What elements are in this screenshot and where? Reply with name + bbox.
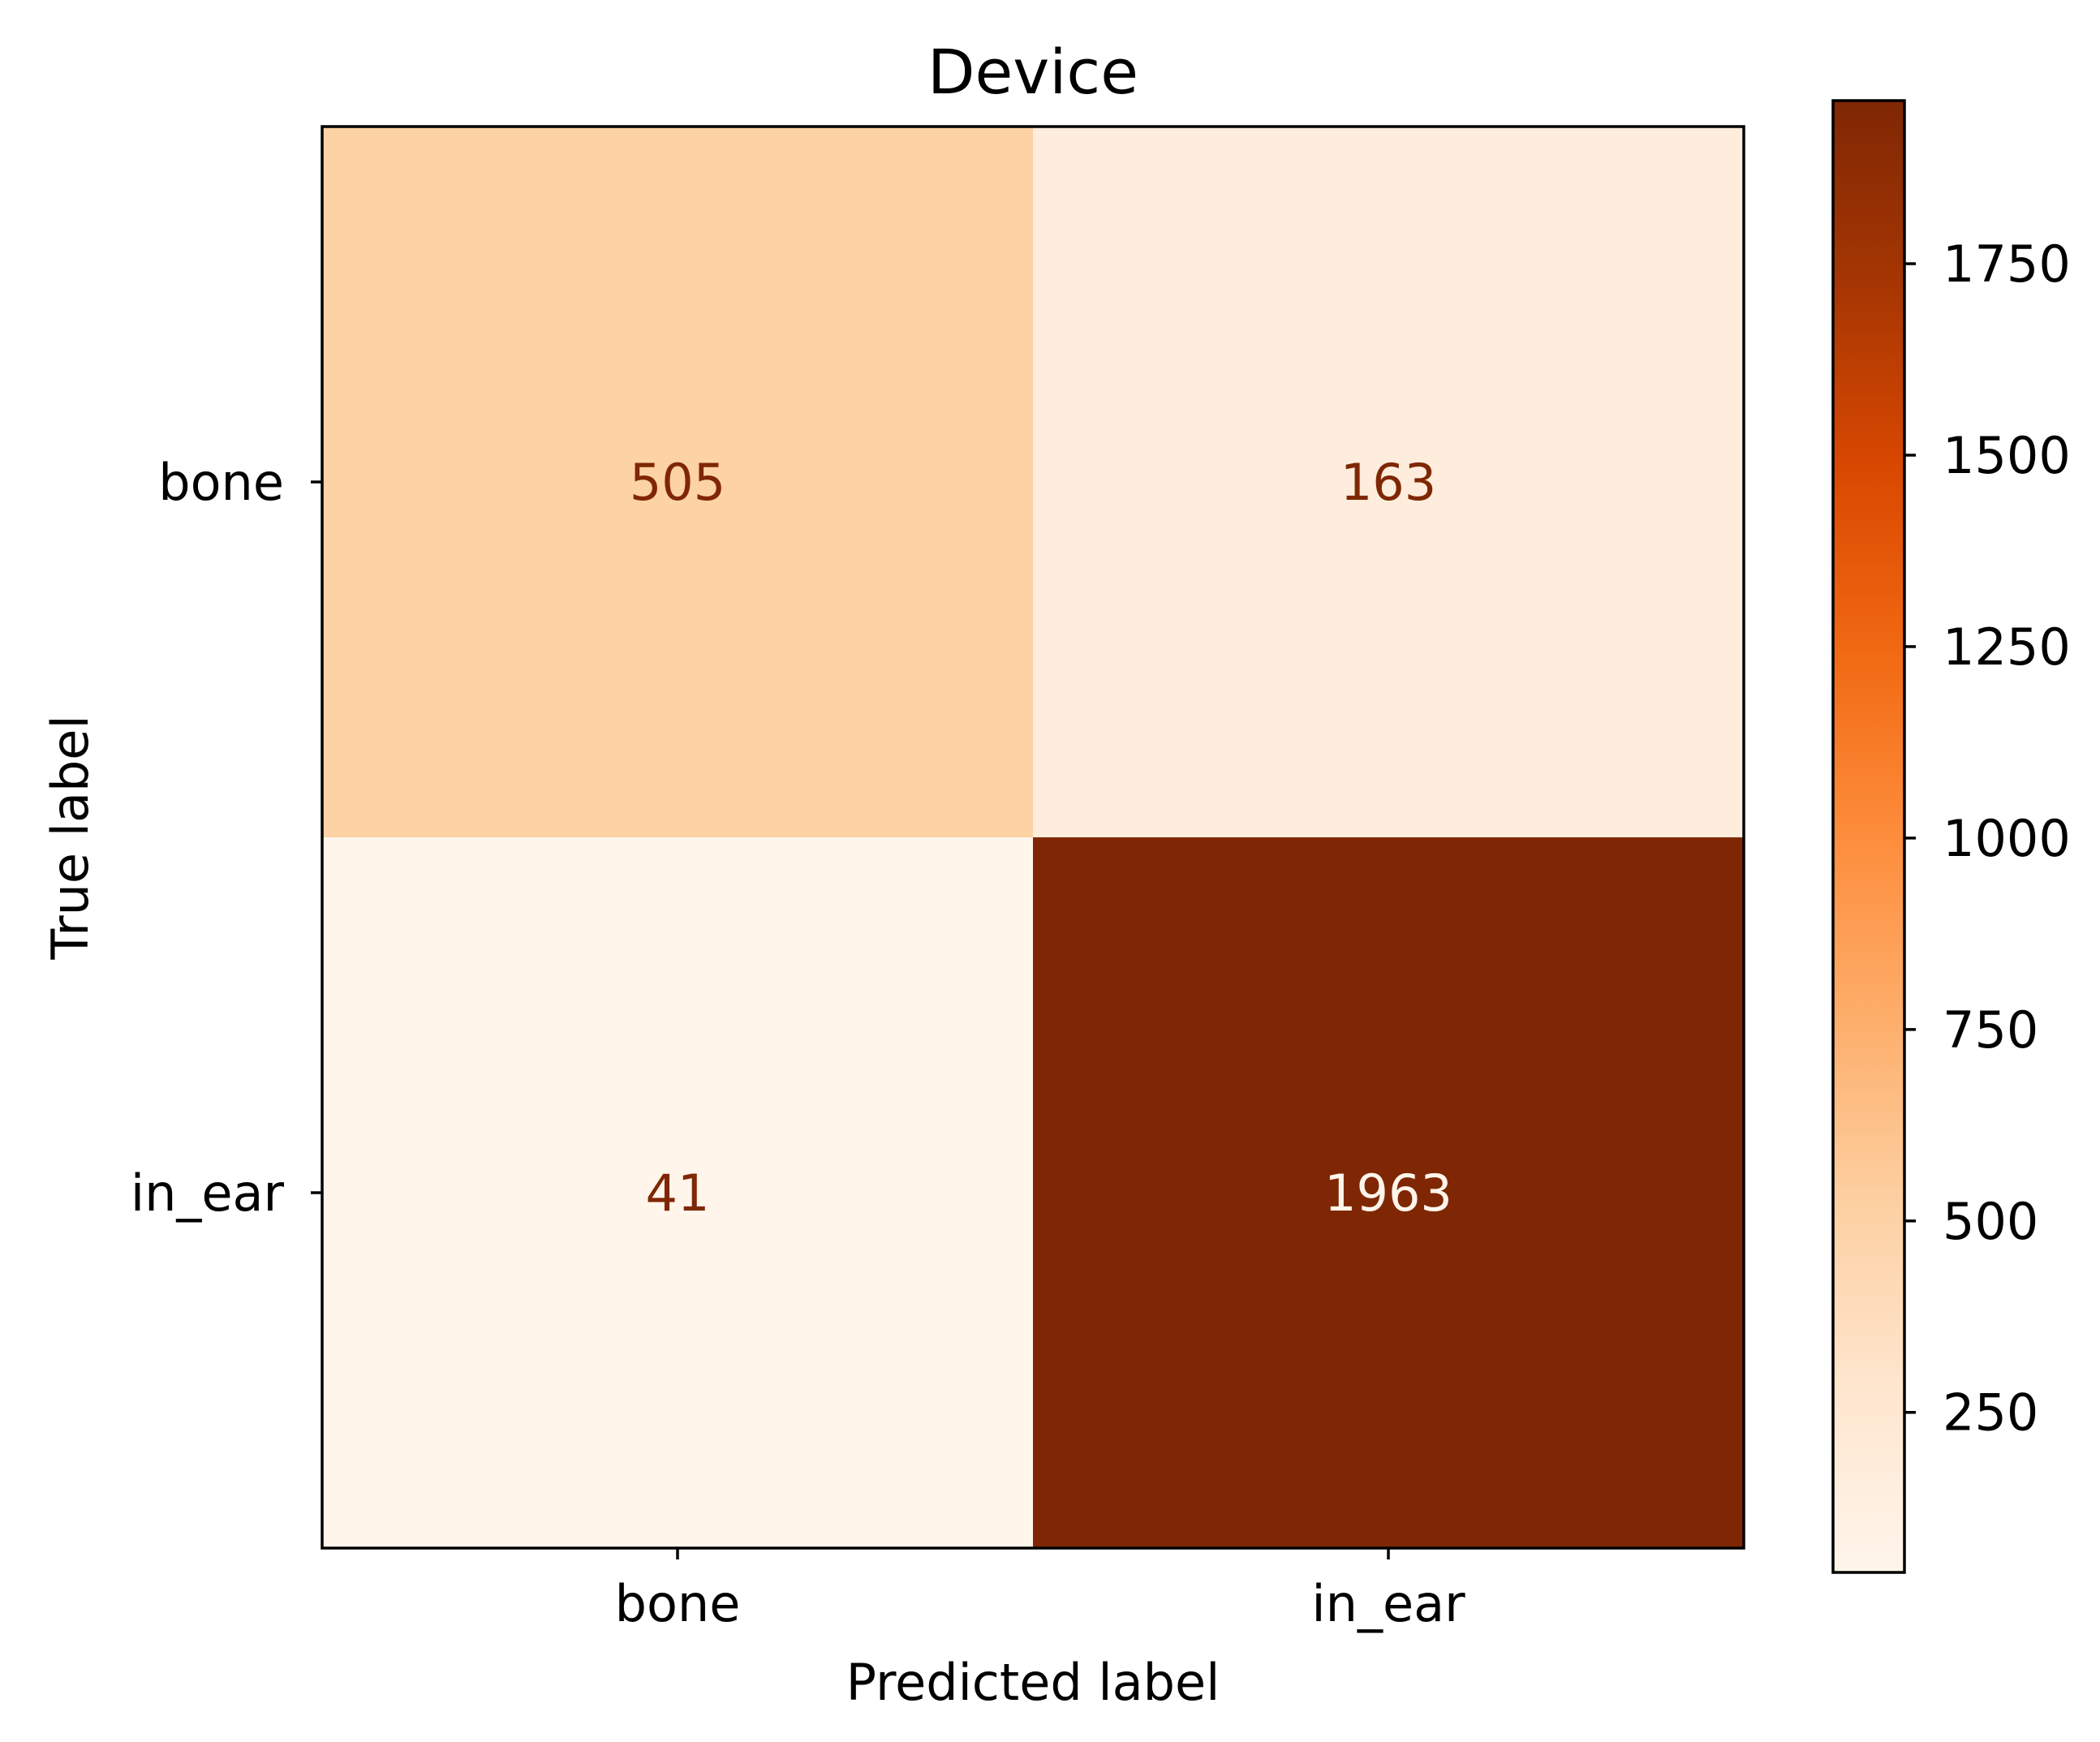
heatmap-cells bbox=[322, 127, 1745, 1549]
cell-value-label: 163 bbox=[1340, 453, 1436, 512]
y-tick-label: in_ear bbox=[131, 1163, 285, 1223]
colorbar-tick-label: 250 bbox=[1943, 1383, 2038, 1443]
plot-frame bbox=[321, 125, 1745, 1550]
colorbar-tick-label: 1500 bbox=[1943, 426, 2071, 485]
heatmap-cell-labels: 505 163 41 1963 bbox=[630, 453, 1452, 1223]
y-axis-label: True label bbox=[41, 715, 100, 960]
colorbar bbox=[1831, 99, 1906, 1574]
x-axis-label: Predicted label bbox=[846, 1653, 1220, 1712]
y-tick-label: bone bbox=[158, 453, 284, 512]
colorbar-tick-label: 1750 bbox=[1943, 234, 2071, 294]
cell-value-label: 505 bbox=[630, 453, 725, 512]
colorbar-ticks: 250 500 750 1000 1250 1500 1750 bbox=[1904, 234, 2071, 1443]
x-axis-ticks: bone in_ear bbox=[615, 1548, 1465, 1633]
heatmap-cell bbox=[1033, 837, 1745, 1549]
cell-value-label: 41 bbox=[646, 1163, 710, 1223]
heatmap-cell bbox=[1033, 127, 1745, 838]
chart-title: Device bbox=[927, 36, 1138, 108]
colorbar-tick-label: 500 bbox=[1943, 1192, 2038, 1251]
colorbar-tick-label: 1000 bbox=[1943, 809, 2071, 868]
x-tick-label: in_ear bbox=[1311, 1574, 1465, 1633]
cell-value-label: 1963 bbox=[1324, 1163, 1452, 1223]
colorbar-tick-label: 1250 bbox=[1943, 617, 2071, 677]
colorbar-tick-label: 750 bbox=[1943, 1000, 2038, 1060]
y-axis-ticks: bone in_ear bbox=[131, 453, 322, 1223]
heatmap-cell bbox=[322, 127, 1034, 838]
x-tick-label: bone bbox=[615, 1574, 741, 1633]
heatmap-cell bbox=[322, 837, 1034, 1549]
